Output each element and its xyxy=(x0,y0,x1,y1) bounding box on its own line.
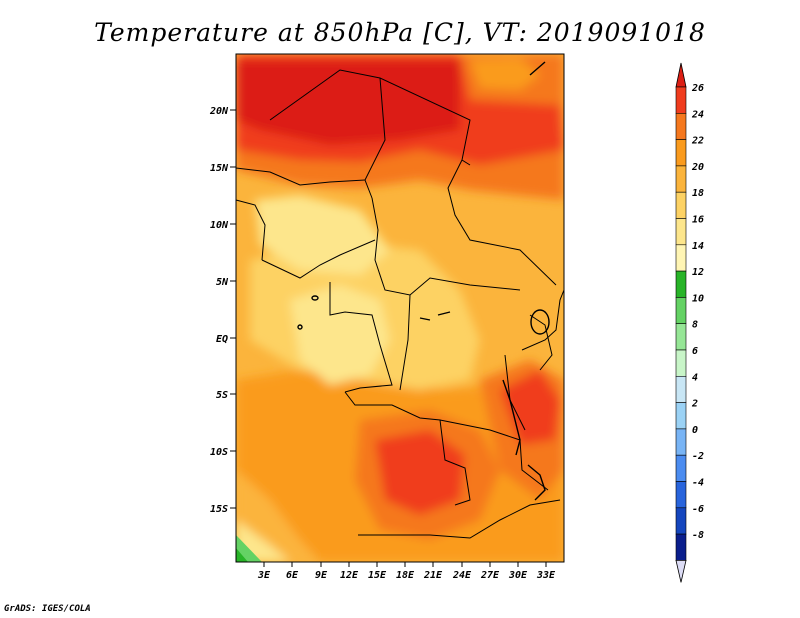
lon-label-24e: 24E xyxy=(452,570,472,581)
lon-label-27e: 27E xyxy=(480,570,500,581)
colorbar-label: 2 xyxy=(691,399,698,410)
lat-label-10s: 10S xyxy=(210,447,228,458)
colorbar-label: 20 xyxy=(691,162,704,173)
colorbar-swatch xyxy=(675,402,687,430)
lat-label-eq: EQ xyxy=(216,334,228,345)
colorbar-label: -2 xyxy=(692,451,704,462)
colorbar-label: 12 xyxy=(692,267,704,278)
map-title: Temperature at 850hPa [C], VT: 201909101… xyxy=(94,18,706,47)
colorbar-label: -6 xyxy=(692,504,704,515)
colorbar-label: -8 xyxy=(692,530,704,541)
lon-label-21e: 21E xyxy=(423,570,443,581)
colorbar-swatch xyxy=(675,454,687,482)
lat-label-5s: 5S xyxy=(216,390,228,401)
colorbar-swatch xyxy=(675,270,687,298)
colorbar-swatch xyxy=(675,375,687,403)
colorbar-swatch xyxy=(675,297,687,324)
colorbar-label: 24 xyxy=(691,109,704,120)
colorbar-swatch xyxy=(675,349,687,377)
colorbar-top-arrow xyxy=(675,62,687,88)
lon-label-12e: 12E xyxy=(340,570,359,581)
lon-label-30e: 30E xyxy=(508,570,528,581)
lon-label-9e: 9E xyxy=(315,570,328,581)
colorbar-swatch xyxy=(675,428,687,456)
colorbar-swatch xyxy=(675,507,687,535)
lat-label-20n: 20N xyxy=(209,106,229,117)
lon-label-33e: 33E xyxy=(536,570,556,581)
longitude-axis: 3E 6E 9E 12E 15E 18E 21E 24E 27E 30E 33E xyxy=(257,562,556,581)
lat-label-10n: 10N xyxy=(210,220,229,231)
colorbar-label: 16 xyxy=(692,215,704,226)
lon-label-3e: 3E xyxy=(257,570,271,581)
colorbar-label: 8 xyxy=(692,320,698,331)
colorbar-swatch xyxy=(675,139,687,167)
colorbar-swatch xyxy=(675,533,687,561)
lat-label-15s: 15S xyxy=(210,504,228,515)
colorbar-label: 6 xyxy=(692,346,698,357)
colorbar-swatch xyxy=(675,165,687,193)
lon-label-6e: 6E xyxy=(286,570,299,581)
lat-label-5n: 5N xyxy=(216,277,229,288)
colorbar-label: -4 xyxy=(692,478,704,489)
colorbar-swatch xyxy=(675,191,687,219)
colorbar-swatch xyxy=(675,244,687,272)
colorbar-swatch xyxy=(675,218,687,246)
lat-label-15n: 15N xyxy=(210,163,229,174)
colorbar-label: 14 xyxy=(692,241,704,252)
colorbar-label: 4 xyxy=(692,372,698,383)
colorbar-label: 22 xyxy=(691,136,704,147)
colorbar-swatch xyxy=(675,323,687,351)
lakes xyxy=(297,61,550,501)
colorbar-label: 10 xyxy=(692,293,704,304)
colorbar-label: 18 xyxy=(692,188,704,199)
colorbar-bottom-arrow xyxy=(675,560,687,583)
latitude-axis: 20N 15N 10N 5N EQ 5S 10S 15S xyxy=(209,106,236,515)
footer-credit: GrADS: IGES/COLA xyxy=(4,604,91,614)
lon-label-15e: 15E xyxy=(368,570,387,581)
temperature-field xyxy=(236,54,564,562)
colorbar-label: 0 xyxy=(692,425,698,436)
colorbar-swatch xyxy=(675,113,687,140)
colorbar-swatch xyxy=(675,481,687,509)
colorbar-label: 26 xyxy=(691,83,704,94)
colorbar-swatch xyxy=(675,86,687,114)
lon-label-18e: 18E xyxy=(396,570,415,581)
